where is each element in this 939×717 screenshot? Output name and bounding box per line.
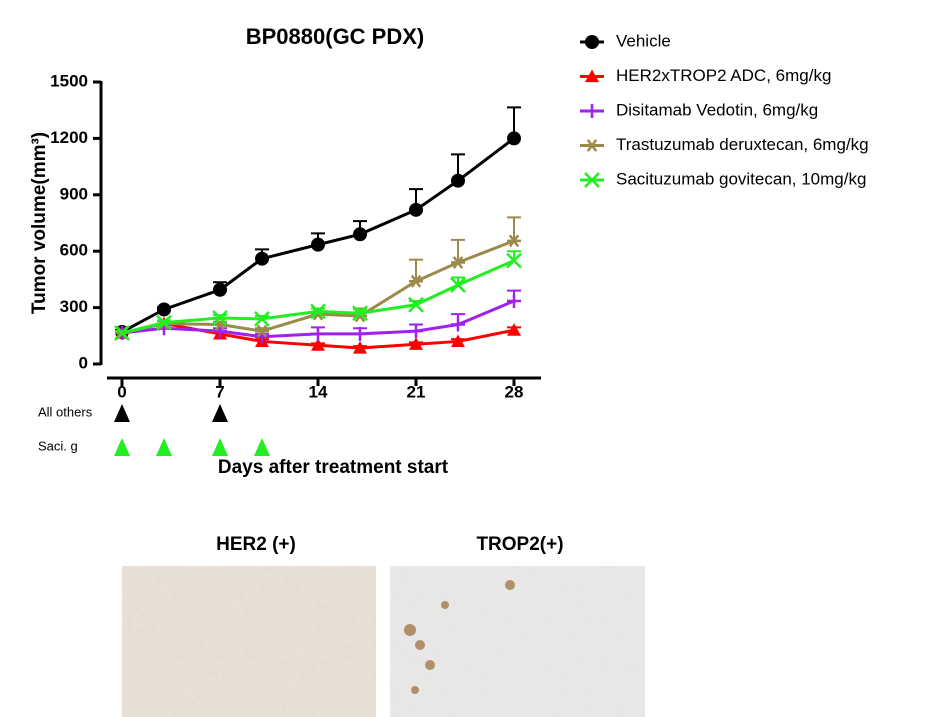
legend-label: HER2xTROP2 ADC, 6mg/kg xyxy=(616,66,831,85)
marker xyxy=(310,303,326,320)
y-tick-label: 300 xyxy=(60,297,88,316)
marker xyxy=(451,317,465,332)
panel-title: HER2 (+) xyxy=(216,534,296,555)
legend-marker xyxy=(585,104,599,118)
marker xyxy=(311,237,325,252)
x-axis-label: Days after treatment start xyxy=(218,457,449,478)
legend-label: Disitamab Vedotin, 6mg/kg xyxy=(616,100,818,119)
dosing-marker xyxy=(212,438,228,456)
dosing-marker xyxy=(156,438,172,456)
marker xyxy=(409,274,423,288)
marker xyxy=(156,314,172,331)
marker xyxy=(353,341,367,354)
legend-label: Vehicle xyxy=(616,31,671,50)
y-tick-label: 900 xyxy=(60,184,88,203)
marker xyxy=(409,202,423,217)
error-bar xyxy=(409,258,423,282)
marker xyxy=(255,251,269,266)
ihc-texture xyxy=(122,566,376,717)
error-bar xyxy=(451,238,465,263)
dosing-label: Saci. g xyxy=(38,438,78,453)
x-tick-label: 21 xyxy=(407,382,426,401)
marker xyxy=(507,234,521,248)
y-tick-label: 600 xyxy=(60,241,88,260)
marker xyxy=(507,131,521,146)
legend-label: Trastuzumab deruxtecan, 6mg/kg xyxy=(616,135,869,154)
marker xyxy=(213,282,227,297)
legend-marker xyxy=(585,69,599,83)
chart-title: BP0880(GC PDX) xyxy=(246,24,425,49)
marker xyxy=(212,310,228,326)
dosing-marker xyxy=(254,438,270,456)
y-tick-label: 1200 xyxy=(50,128,88,147)
dosing-marker xyxy=(212,404,228,422)
legend-marker xyxy=(584,172,600,188)
legend-marker xyxy=(585,35,599,49)
marker xyxy=(409,324,423,339)
x-tick-label: 28 xyxy=(505,382,524,401)
ihc-texture xyxy=(390,566,645,717)
marker xyxy=(451,173,465,188)
marker xyxy=(451,334,465,348)
x-tick-label: 14 xyxy=(309,382,328,401)
x-tick-label: 0 xyxy=(117,382,126,401)
y-axis-label: Tumor volume(mm³) xyxy=(29,132,50,314)
legend-marker xyxy=(585,139,599,152)
stain-spots xyxy=(404,580,515,694)
marker xyxy=(255,324,269,338)
dosing-marker xyxy=(114,404,130,422)
legend-label: Sacituzumab govitecan, 10mg/kg xyxy=(616,169,866,188)
marker xyxy=(451,256,465,269)
marker xyxy=(507,294,521,309)
y-tick-label: 0 xyxy=(79,353,88,372)
marker xyxy=(506,252,522,269)
marker xyxy=(409,337,423,350)
y-tick-label: 1500 xyxy=(50,71,88,90)
marker xyxy=(311,326,325,341)
marker xyxy=(353,227,367,242)
x-tick-label: 7 xyxy=(215,382,224,401)
marker xyxy=(352,305,368,322)
marker xyxy=(114,325,130,341)
marker xyxy=(353,326,367,341)
marker xyxy=(311,338,325,351)
marker xyxy=(254,310,270,327)
panel-title: TROP2(+) xyxy=(476,534,563,555)
dosing-marker xyxy=(114,438,130,456)
marker xyxy=(450,277,466,293)
marker xyxy=(408,296,424,313)
dosing-label: All others xyxy=(38,404,93,419)
series-line xyxy=(121,259,515,335)
error-bar xyxy=(507,216,521,241)
marker xyxy=(157,302,171,317)
marker xyxy=(507,323,521,336)
